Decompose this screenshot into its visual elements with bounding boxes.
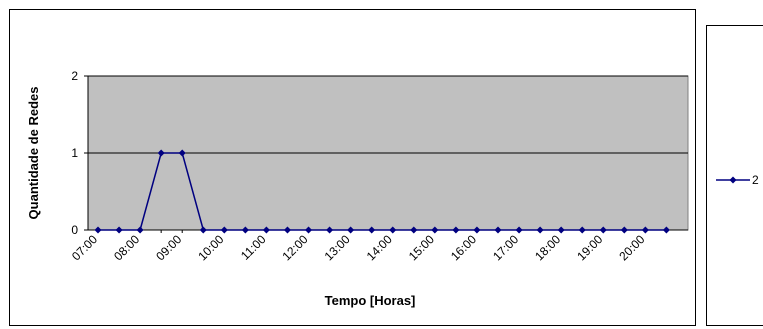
y-tick-label: 1 [71,146,78,160]
data-point [452,226,460,234]
data-point [283,226,291,234]
data-point [662,226,670,234]
data-point [557,226,565,234]
data-point [262,226,270,234]
gridlines [88,75,688,154]
y-tick-labels: 0 1 2 [71,69,78,237]
legend-box [706,25,763,326]
data-point [389,226,397,234]
data-point [641,226,649,234]
data-point [494,226,502,234]
data-point [515,226,523,234]
data-point [599,226,607,234]
legend-marker [729,176,737,184]
data-point [241,226,249,234]
data-point [410,226,418,234]
data-point [136,226,144,234]
data-point [115,226,123,234]
series-line [98,152,667,231]
data-point [347,226,355,234]
data-point [220,226,228,234]
data-point [305,226,313,234]
data-point [368,226,376,234]
data-point [536,226,544,234]
data-point [620,226,628,234]
data-point [199,226,207,234]
legend-label: 2 [752,173,759,187]
series-2 [94,149,670,234]
data-point [326,226,334,234]
data-point [157,149,165,157]
legend: 2 [716,173,759,187]
data-point [178,149,186,157]
y-axis-title: Quantidade de Redes [26,87,41,220]
data-point [473,226,481,234]
y-tick-label: 2 [71,69,78,83]
y-tick-label: 0 [71,223,78,237]
data-point [578,226,586,234]
data-point [431,226,439,234]
data-point [94,226,102,234]
x-axis-title: Tempo [Horas] [325,293,416,308]
